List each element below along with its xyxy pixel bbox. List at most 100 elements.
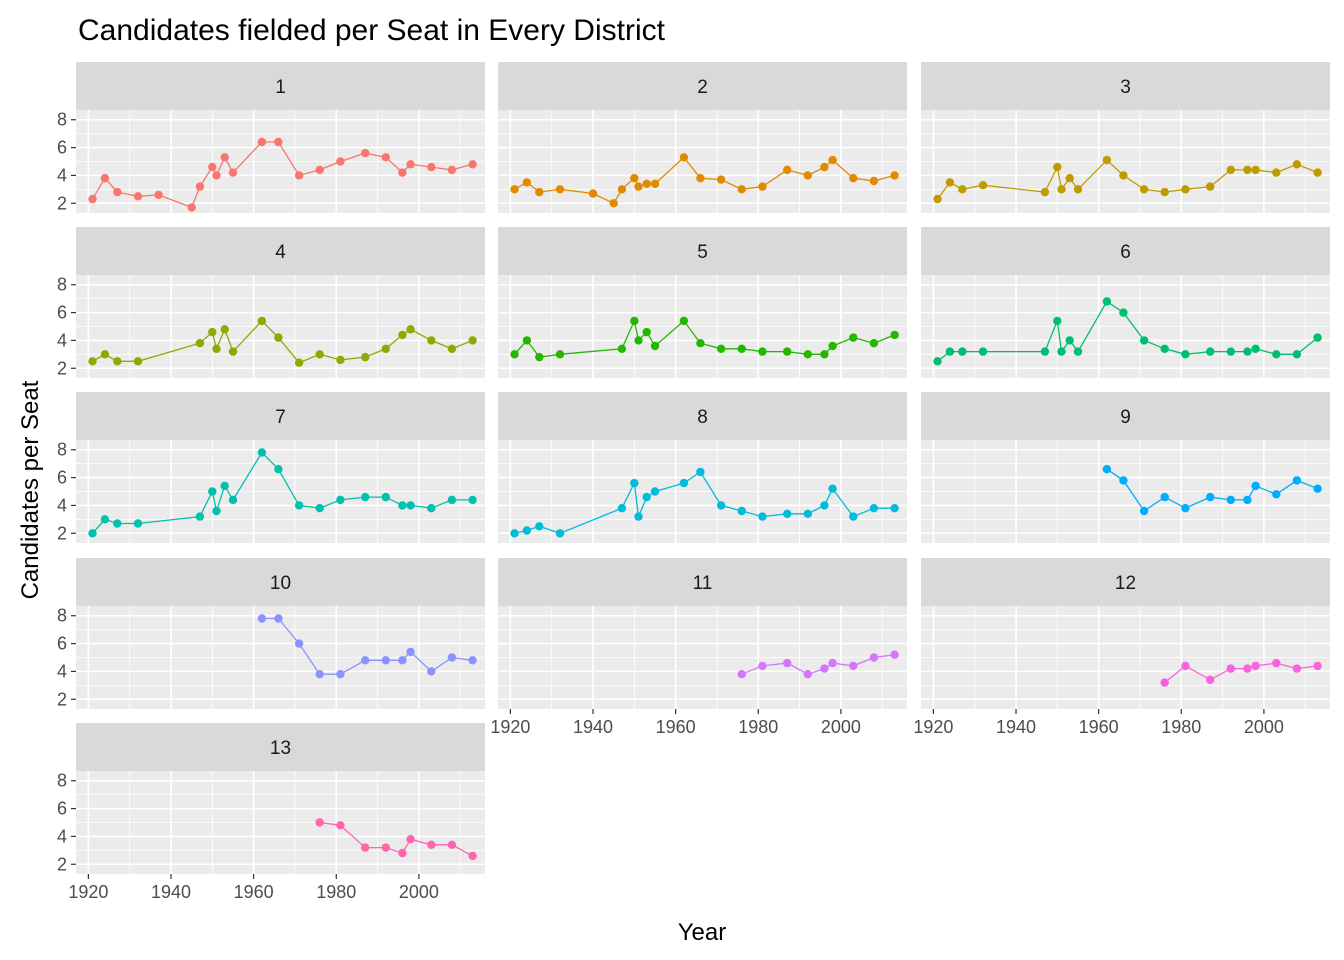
- data-point: [361, 492, 370, 502]
- facet-strip-label: 7: [275, 407, 286, 428]
- data-point: [1313, 661, 1322, 671]
- facet-strip-label: 8: [697, 407, 708, 428]
- data-point: [427, 162, 436, 172]
- y-tick-label: 6: [57, 799, 67, 819]
- data-point: [1243, 495, 1252, 505]
- data-point: [1251, 481, 1260, 491]
- y-tick-label: 4: [57, 495, 67, 515]
- data-point: [274, 614, 283, 623]
- data-point: [1139, 336, 1149, 345]
- data-point: [1181, 504, 1190, 513]
- x-tick-label: 1940: [151, 882, 191, 902]
- data-point: [315, 670, 324, 679]
- data-point: [294, 171, 304, 180]
- data-point: [1292, 160, 1302, 169]
- data-point: [1181, 661, 1190, 671]
- data-point: [869, 504, 879, 513]
- data-point: [642, 327, 651, 337]
- data-point: [890, 171, 899, 180]
- data-point: [208, 487, 217, 496]
- facet-strip: [76, 558, 485, 606]
- facet-strip: [498, 62, 907, 110]
- data-point: [820, 350, 829, 359]
- data-point: [696, 339, 705, 348]
- facet-strip: [76, 62, 485, 110]
- data-point: [933, 194, 942, 204]
- data-point: [88, 357, 97, 366]
- data-point: [696, 467, 705, 477]
- data-point: [642, 492, 651, 502]
- data-point: [398, 501, 407, 510]
- data-point: [427, 840, 436, 849]
- data-point: [257, 614, 267, 623]
- data-point: [1139, 185, 1149, 194]
- data-point: [257, 448, 267, 457]
- data-point: [630, 478, 639, 488]
- data-point: [783, 509, 792, 518]
- data-point: [208, 162, 217, 172]
- data-point: [642, 179, 651, 188]
- data-point: [1226, 165, 1236, 175]
- facet-strip-label: 5: [697, 242, 708, 263]
- data-point: [803, 670, 812, 679]
- data-point: [1272, 658, 1281, 668]
- data-point: [679, 153, 689, 162]
- data-point: [535, 187, 544, 197]
- data-point: [361, 148, 370, 158]
- data-point: [1040, 187, 1050, 197]
- data-point: [1160, 187, 1169, 197]
- facet-strip-label: 4: [275, 242, 286, 263]
- data-point: [381, 843, 390, 852]
- data-point: [406, 647, 415, 657]
- y-tick-label: 4: [57, 661, 67, 681]
- data-point: [696, 174, 705, 183]
- data-point: [1160, 678, 1169, 687]
- data-point: [630, 174, 639, 183]
- data-point: [100, 515, 110, 524]
- data-point: [555, 350, 565, 359]
- y-tick-label: 6: [57, 468, 67, 488]
- data-point: [154, 190, 163, 200]
- data-point: [274, 465, 283, 474]
- data-point: [88, 529, 97, 538]
- data-point: [510, 185, 519, 194]
- x-tick-label: 1940: [573, 717, 613, 737]
- data-point: [1243, 347, 1252, 356]
- data-point: [890, 650, 899, 659]
- data-point: [315, 350, 324, 359]
- data-point: [398, 330, 407, 340]
- data-point: [828, 155, 837, 165]
- data-point: [336, 670, 345, 679]
- data-point: [195, 339, 205, 348]
- data-point: [1313, 484, 1322, 493]
- data-point: [228, 168, 238, 177]
- facet-strip-label: 13: [270, 738, 291, 759]
- data-point: [555, 529, 565, 538]
- data-point: [212, 506, 221, 516]
- data-point: [195, 512, 205, 521]
- data-point: [716, 175, 726, 184]
- data-point: [468, 160, 477, 169]
- data-point: [783, 165, 792, 175]
- data-point: [336, 157, 345, 166]
- data-point: [220, 481, 229, 491]
- x-tick-label: 1920: [68, 882, 108, 902]
- data-point: [1206, 182, 1215, 191]
- data-point: [113, 519, 122, 528]
- data-point: [820, 501, 829, 510]
- data-point: [336, 495, 345, 505]
- data-point: [634, 512, 643, 521]
- y-tick-label: 4: [57, 165, 67, 185]
- facet-strip: [921, 227, 1330, 275]
- data-point: [1073, 185, 1083, 194]
- y-tick-label: 2: [57, 689, 67, 709]
- y-tick-label: 2: [57, 193, 67, 213]
- data-point: [679, 478, 689, 488]
- data-point: [1243, 664, 1252, 673]
- data-point: [447, 344, 457, 353]
- data-point: [274, 137, 283, 147]
- data-point: [447, 840, 457, 849]
- data-point: [220, 325, 229, 334]
- facet-strip-label: 3: [1120, 77, 1131, 98]
